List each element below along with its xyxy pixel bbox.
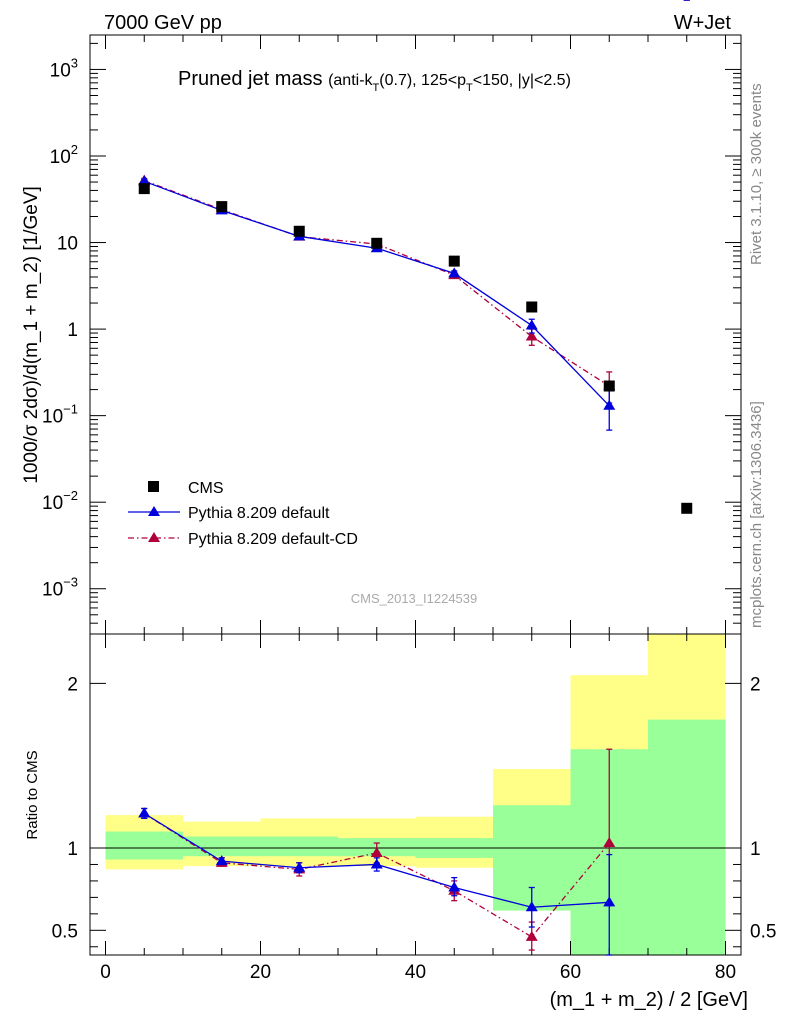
ratio-default-point bbox=[293, 861, 306, 872]
header-left: 7000 GeV pp bbox=[104, 12, 222, 34]
legend-cd-label: Pythia 8.209 default-CD bbox=[188, 531, 358, 548]
ratio-band-inner bbox=[260, 836, 338, 857]
ratio-y-tick-label-right: 0.5 bbox=[750, 921, 776, 942]
main-default-point bbox=[138, 175, 151, 186]
main-default-point bbox=[603, 399, 616, 410]
ratio-y-tick-label-left: 1 bbox=[67, 839, 78, 860]
ratio-default-point bbox=[603, 896, 616, 907]
ratio-default-cd-point bbox=[370, 846, 383, 857]
main-y-tick-label: 102 bbox=[50, 142, 78, 168]
ratio-y-tick-label-left: 2 bbox=[67, 674, 78, 695]
main-default-cd-line bbox=[144, 179, 610, 387]
main-cms-point bbox=[681, 502, 693, 514]
main-default-point bbox=[448, 267, 461, 278]
header-right: W+Jet bbox=[674, 12, 732, 34]
main-cms-point bbox=[371, 237, 383, 249]
legend-default-marker bbox=[148, 506, 160, 516]
main-cms-point bbox=[293, 225, 305, 237]
ratio-default-point bbox=[525, 901, 538, 912]
main-panel-marks bbox=[138, 0, 693, 514]
main-cms-point bbox=[138, 183, 150, 195]
main-cms-point bbox=[526, 301, 538, 313]
ratio-panel-frame: 0 20 40 60 80 0.5 0.5 1 1 2 2 bbox=[52, 633, 776, 983]
main-y-tick-label: 10−2 bbox=[42, 488, 78, 514]
legend-cms-label: CMS bbox=[188, 480, 224, 497]
main-y-tick-label: 1 bbox=[67, 320, 78, 341]
legend: CMS Pythia 8.209 default Pythia 8.209 de… bbox=[128, 480, 358, 548]
main-cms-point bbox=[603, 380, 615, 392]
x-tick-label: 80 bbox=[715, 962, 736, 983]
plot-title-cond: (anti-kT(0.7), 125<pT<150, |y|<2.5) bbox=[328, 72, 571, 94]
main-default-cd-point bbox=[525, 330, 538, 341]
ratio-default-point bbox=[370, 858, 383, 869]
ratio-uncertainty-bands bbox=[105, 634, 726, 955]
ratio-band-inner bbox=[183, 836, 261, 857]
legend-cd-marker bbox=[148, 532, 160, 542]
ratio-y-tick-label-left: 0.5 bbox=[52, 921, 78, 942]
mcplots-label: mcplots.cern.ch [arXiv:1306.3436] bbox=[748, 401, 765, 628]
analysis-watermark: CMS_2013_I1224539 bbox=[351, 591, 478, 606]
rivet-label: Rivet 3.1.10, ≥ 300k events bbox=[748, 83, 765, 265]
x-tick-label: 40 bbox=[405, 962, 426, 983]
ratio-band-inner bbox=[648, 719, 726, 955]
main-y-tick-label: 103 bbox=[50, 55, 78, 81]
main-y-tick-label: 10 bbox=[57, 234, 78, 255]
x-tick-label: 0 bbox=[100, 962, 111, 983]
ratio-y-axis-label: Ratio to CMS bbox=[24, 750, 41, 839]
ratio-default-cd-point bbox=[525, 930, 538, 941]
ratio-default-cd-point bbox=[603, 837, 616, 848]
ratio-band-inner bbox=[105, 831, 183, 860]
ratio-default-point bbox=[448, 881, 461, 892]
plot-title: Pruned jet mass (anti-kT(0.7), 125<pT<15… bbox=[178, 68, 571, 94]
x-tick-label: 20 bbox=[250, 962, 271, 983]
ratio-default-point bbox=[215, 855, 228, 866]
x-axis-label: (m_1 + m_2) / 2 [GeV] bbox=[550, 989, 748, 1011]
main-cms-point bbox=[448, 255, 460, 267]
x-tick-label: 60 bbox=[560, 962, 581, 983]
main-y-tick-label: 10−1 bbox=[42, 402, 78, 428]
ratio-panel-marks bbox=[138, 748, 616, 956]
main-panel-frame: 10−3 10−2 10−1 1 10 102 103 bbox=[42, 34, 742, 635]
ratio-default-point bbox=[138, 807, 151, 818]
main-default-point bbox=[525, 319, 538, 330]
main-y-tick-label: 10−3 bbox=[42, 575, 78, 601]
ratio-y-tick-label-right: 1 bbox=[750, 839, 761, 860]
main-default-line bbox=[144, 180, 610, 407]
ratio-y-tick-label-right: 2 bbox=[750, 674, 761, 695]
main-cms-point bbox=[216, 201, 228, 213]
legend-default-label: Pythia 8.209 default bbox=[188, 505, 330, 522]
main-y-axis-label: 1000/σ 2dσ)/d(m_1 + m_2) [1/GeV] bbox=[21, 186, 42, 484]
plot-title-main: Pruned jet mass bbox=[178, 68, 323, 90]
legend-cms-marker bbox=[148, 481, 159, 492]
